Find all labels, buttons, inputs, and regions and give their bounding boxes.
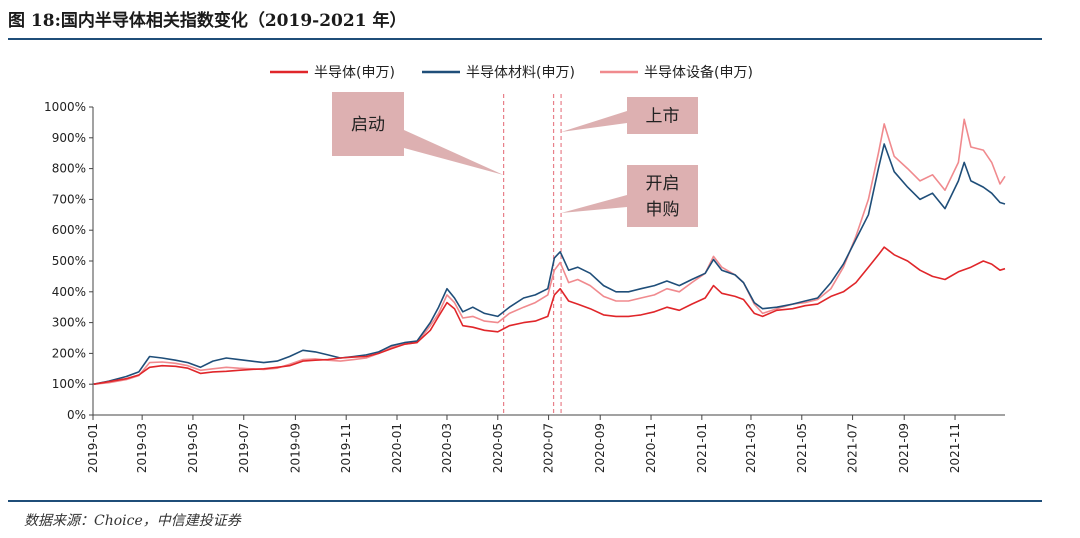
y-tick-label: 0% — [67, 408, 86, 422]
y-tick-label: 700% — [52, 192, 86, 206]
x-tick-label: 2021-11 — [948, 423, 962, 473]
y-tick-label: 200% — [52, 346, 86, 360]
x-tick-label: 2019-03 — [135, 423, 149, 473]
callout-box — [627, 97, 698, 134]
series-line — [93, 118, 1006, 385]
x-tick-label: 2021-07 — [846, 423, 860, 473]
callout-label: 申购 — [646, 200, 680, 220]
x-tick-label: 2020-03 — [440, 423, 454, 473]
callout-pointer — [404, 130, 504, 175]
callout-label: 上市 — [646, 107, 680, 127]
x-tick-label: 2019-09 — [288, 423, 302, 473]
y-tick-label: 500% — [52, 254, 86, 268]
source-note: 数据来源：Choice，中信建投证券 — [24, 513, 241, 529]
x-tick-label: 2021-05 — [795, 423, 809, 473]
y-tick-label: 100% — [52, 377, 86, 391]
series-line — [93, 143, 1006, 385]
series-lines — [93, 118, 1006, 385]
y-tick-label: 1000% — [44, 100, 86, 114]
x-tick-label: 2020-07 — [542, 423, 556, 473]
x-tick-label: 2019-07 — [237, 423, 251, 473]
callout-pointer — [561, 111, 627, 132]
x-tick-label: 2020-09 — [593, 423, 607, 473]
y-tick-label: 300% — [52, 316, 86, 330]
x-tick-label: 2019-11 — [339, 423, 353, 473]
callout-box — [332, 92, 404, 156]
x-tick-label: 2019-01 — [86, 423, 100, 473]
chart-axes: 0% 100% 200% 300% 400% 500% 600% 700% 800% 900% 10… — [44, 100, 1005, 473]
x-tick-label: 2021-03 — [744, 423, 758, 473]
callout-box — [627, 165, 698, 227]
legend-label: 半导体设备(申万) — [644, 64, 753, 81]
bottom-rule — [8, 500, 1042, 502]
x-tick-label: 2020-01 — [390, 423, 404, 473]
x-tick-label: 2021-01 — [695, 423, 709, 473]
callout-label: 启动 — [351, 115, 385, 135]
figure-title: 图 18:国内半导体相关指数变化（2019-2021 年） — [8, 11, 407, 31]
y-tick-label: 400% — [52, 285, 86, 299]
x-tick-label: 2019-05 — [186, 423, 200, 473]
legend-label: 半导体材料(申万) — [466, 65, 575, 81]
chart-legend: 半导体(申万) 半导体材料(申万) 半导体设备(申万) — [270, 64, 753, 81]
line-chart: 半导体(申万) 半导体材料(申万) 半导体设备(申万) 0% 100% 200% 300%… — [44, 64, 1006, 473]
event-lines — [503, 94, 562, 415]
callout-label: 开启 — [646, 174, 680, 194]
callout-pointer — [561, 195, 627, 213]
x-tick-label: 2020-05 — [491, 423, 505, 473]
legend-label: 半导体(申万) — [314, 65, 395, 81]
y-tick-label: 900% — [52, 131, 86, 145]
series-line — [93, 246, 1006, 385]
top-rule — [8, 38, 1042, 40]
x-tick-label: 2020-11 — [644, 423, 658, 473]
y-tick-label: 600% — [52, 223, 86, 237]
x-tick-label: 2021-09 — [897, 423, 911, 473]
y-tick-label: 800% — [52, 162, 86, 176]
